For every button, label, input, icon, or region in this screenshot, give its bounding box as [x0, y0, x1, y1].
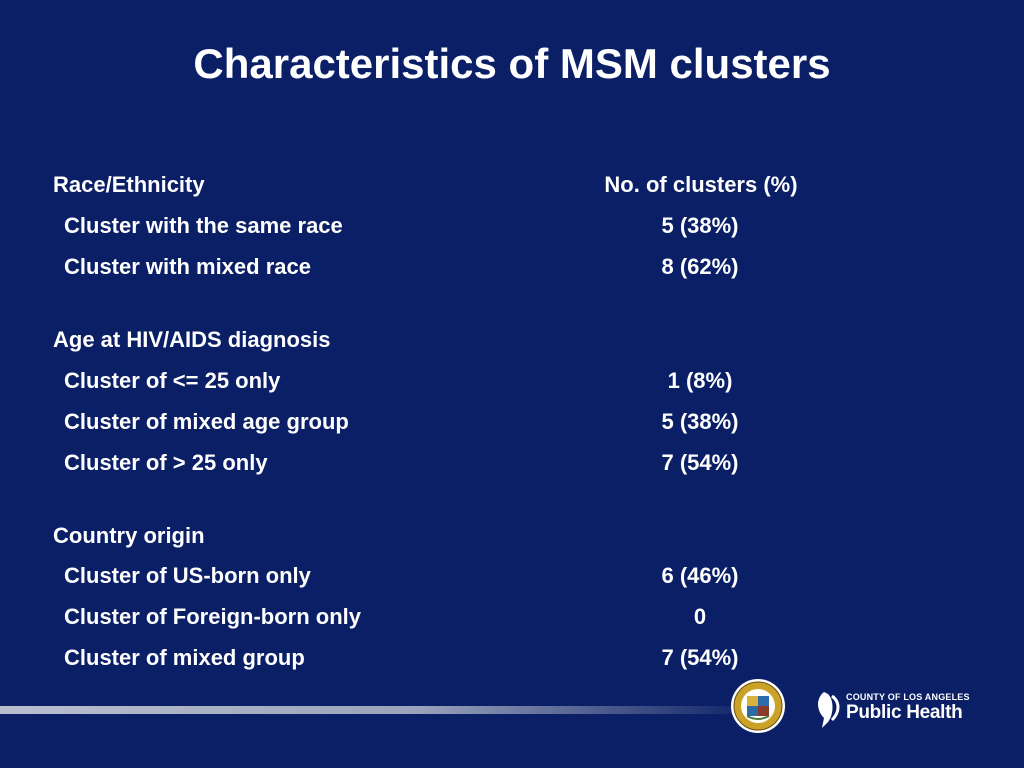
table-row: Cluster of <= 25 only 1 (8%) [0, 368, 1024, 400]
section-header-row: Country origin [0, 523, 1024, 555]
row-label: Cluster of mixed group [64, 645, 305, 670]
row-value: 5 (38%) [661, 213, 739, 238]
row-value: 6 (46%) [661, 563, 739, 588]
table-row: Cluster of US-born only 6 (46%) [0, 563, 1024, 595]
table-row: Cluster of mixed age group 5 (38%) [0, 409, 1024, 441]
row-value: 5 (38%) [661, 409, 739, 434]
table-row: Cluster with mixed race 8 (62%) [0, 254, 1024, 286]
row-label: Cluster with mixed race [64, 254, 311, 279]
footer-divider [0, 706, 760, 714]
table-row: Cluster of mixed group 7 (54%) [0, 645, 1024, 677]
section-heading: Country origin [53, 523, 205, 548]
row-value: 1 (8%) [667, 368, 733, 393]
logo-small-text: COUNTY OF LOS ANGELES [846, 692, 970, 702]
table-row: Cluster with the same race 5 (38%) [0, 213, 1024, 245]
row-value: 8 (62%) [661, 254, 739, 279]
logo-big-text: Public Health [846, 702, 963, 723]
section-heading: Race/Ethnicity [53, 172, 205, 197]
section-header-row: Age at HIV/AIDS diagnosis [0, 327, 1024, 359]
row-value: 7 (54%) [661, 645, 739, 670]
table-row: Cluster of > 25 only 7 (54%) [0, 450, 1024, 482]
section-heading: Age at HIV/AIDS diagnosis [53, 327, 331, 352]
public-health-mark-icon [818, 692, 840, 728]
clusters-table: Race/Ethnicity No. of clusters (%) Clust… [0, 172, 1024, 677]
row-label: Cluster of US-born only [64, 563, 311, 588]
row-label: Cluster of <= 25 only [64, 368, 281, 393]
column-header: No. of clusters (%) [604, 172, 798, 197]
row-label: Cluster of Foreign-born only [64, 604, 361, 629]
row-label: Cluster with the same race [64, 213, 343, 238]
public-health-logo: COUNTY OF LOS ANGELES Public Health [814, 686, 970, 736]
county-seal-icon [731, 679, 785, 733]
table-row: Cluster of Foreign-born only 0 [0, 604, 1024, 636]
row-value: 7 (54%) [661, 450, 739, 475]
row-label: Cluster of mixed age group [64, 409, 349, 434]
slide-title: Characteristics of MSM clusters [193, 40, 831, 87]
row-value: 0 [693, 604, 707, 629]
section-header-row: Race/Ethnicity No. of clusters (%) [0, 172, 1024, 204]
row-label: Cluster of > 25 only [64, 450, 268, 475]
